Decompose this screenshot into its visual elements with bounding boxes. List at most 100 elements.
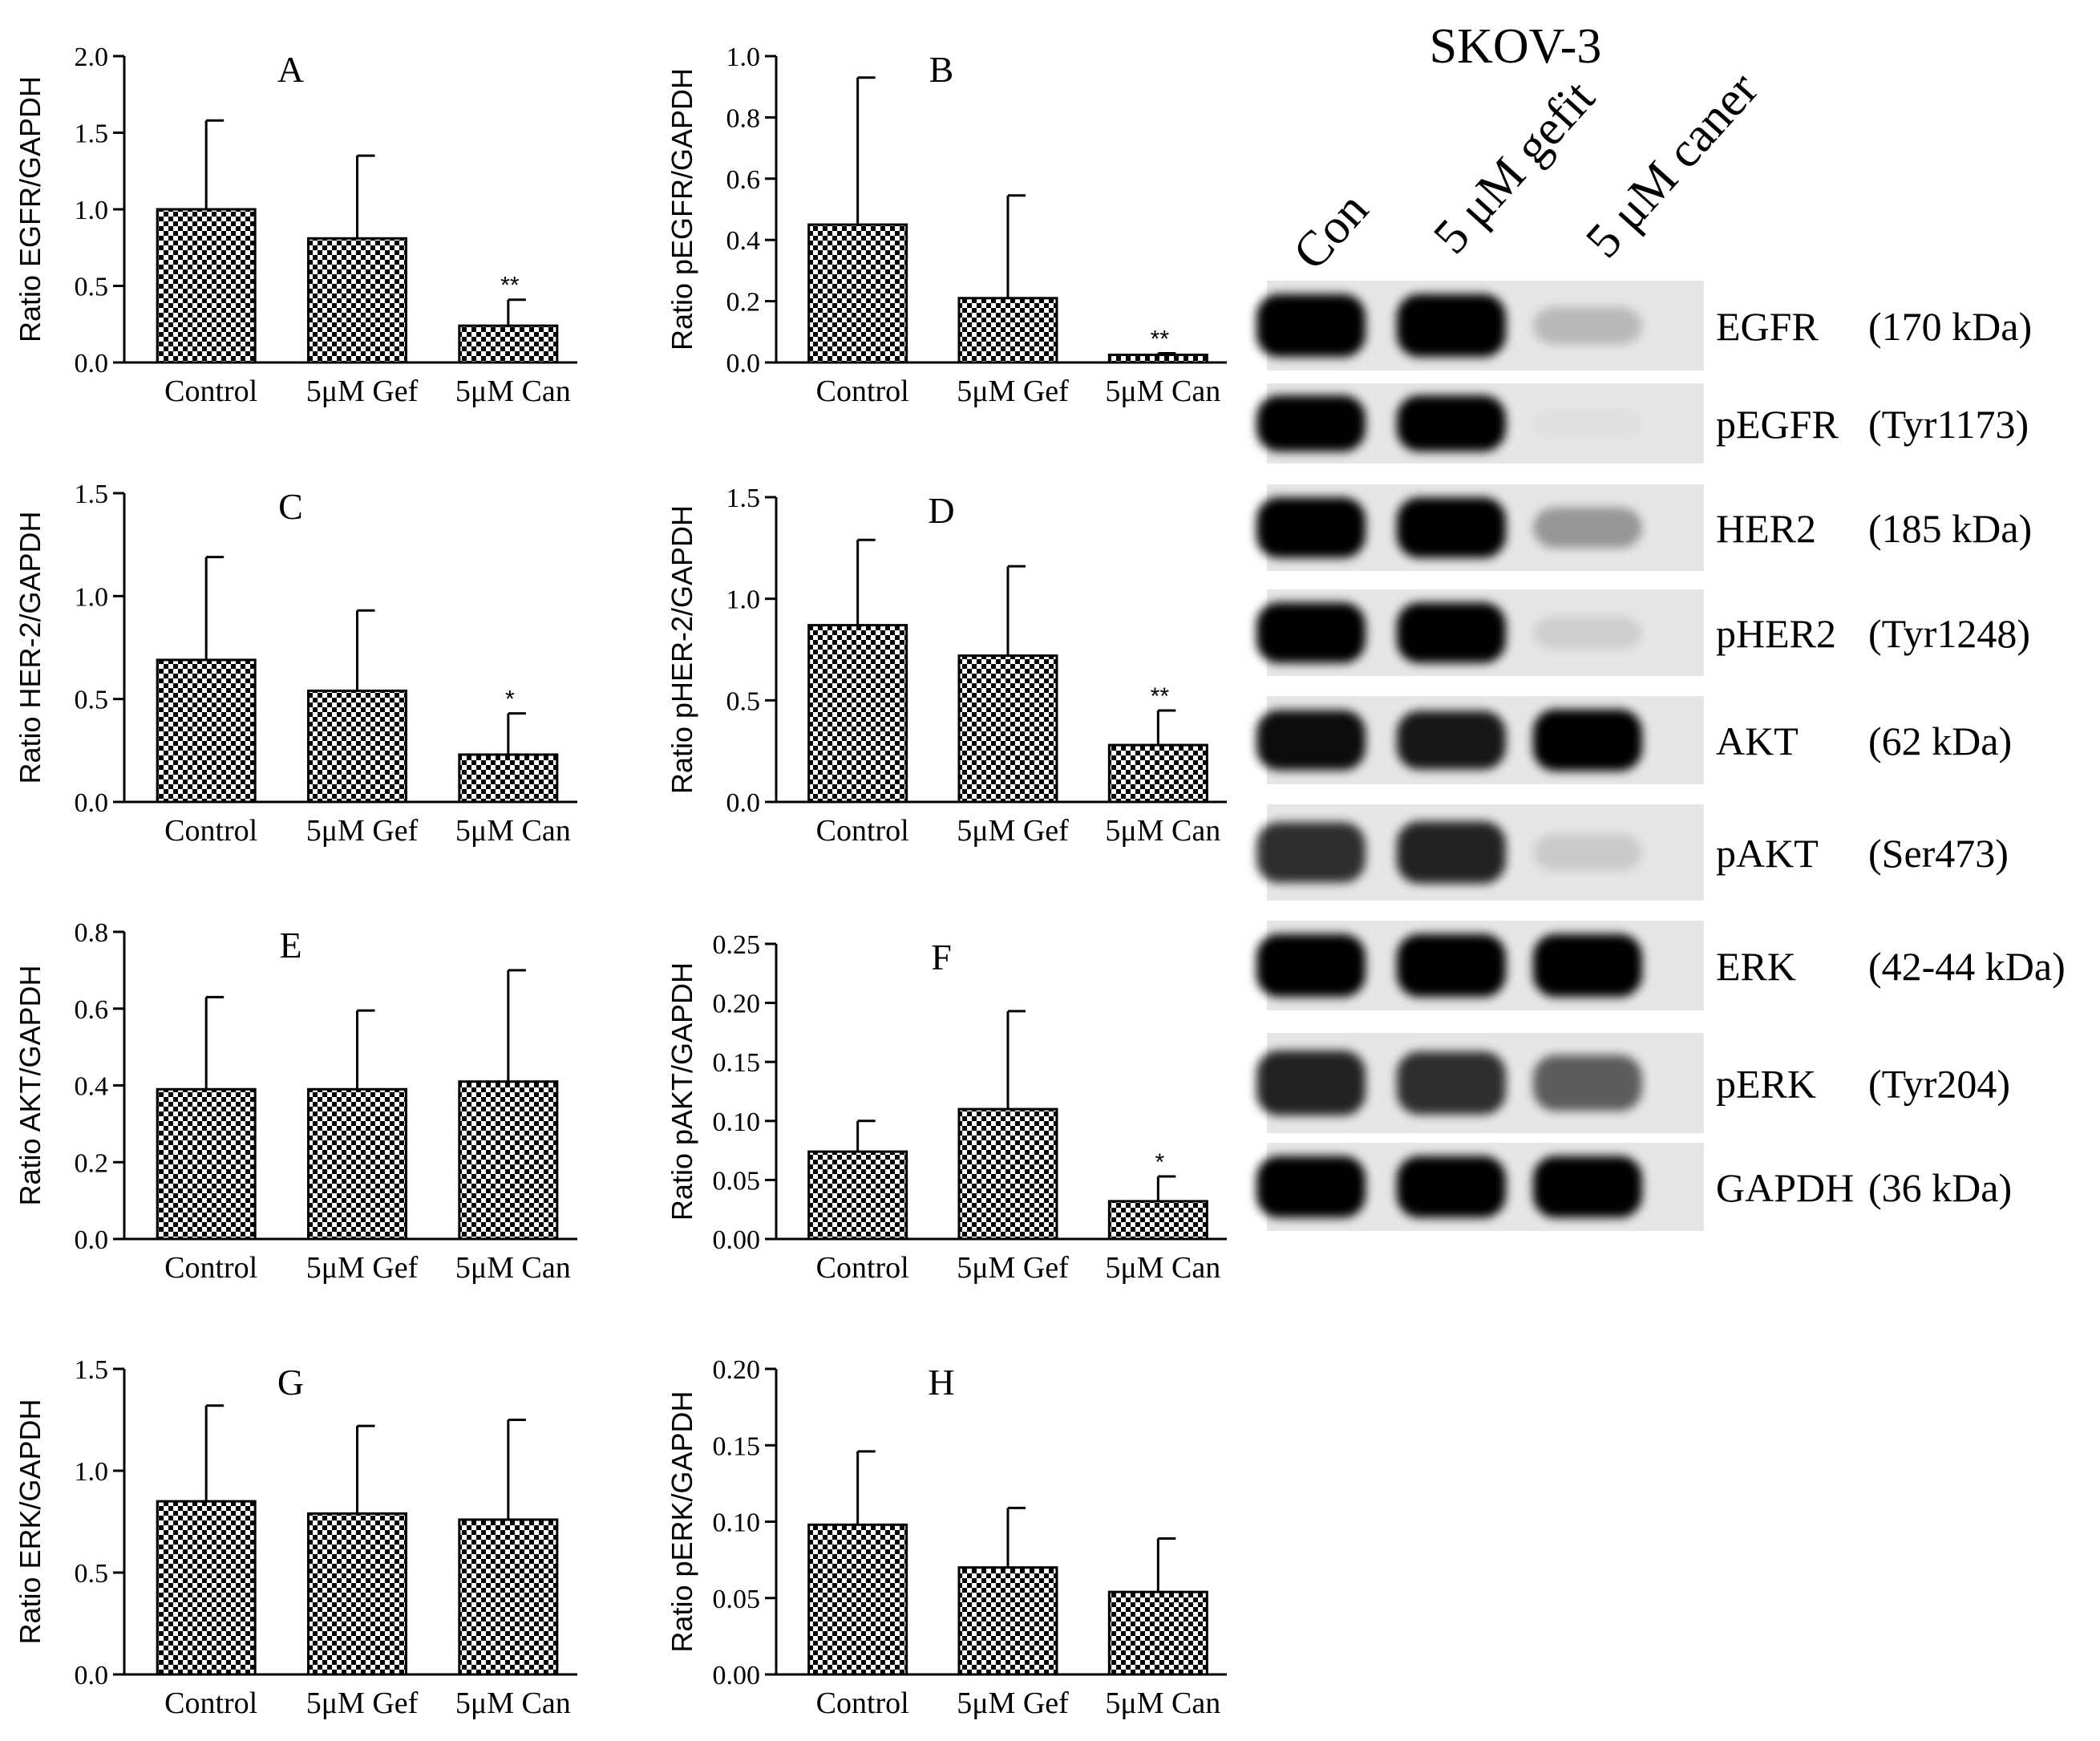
- y-tick-label: 0.6: [726, 165, 761, 195]
- y-tick-label: 1.0: [75, 1457, 109, 1487]
- bar-1: [307, 1087, 407, 1241]
- blot-band: [1533, 1055, 1642, 1111]
- panel-letter: H: [928, 1362, 954, 1403]
- x-tick-label: Control: [816, 1686, 909, 1720]
- y-tick-label: 0.5: [75, 686, 109, 715]
- blot-band: [1256, 933, 1366, 998]
- blot-band: [1533, 933, 1642, 998]
- x-tick-label: 5μM Gef: [306, 375, 419, 408]
- chart-panel-h: 0.00 0.05 0.10 0.15 0.20 Ratio pERK/GAPDH H Con…: [666, 1355, 1227, 1720]
- y-tick-label: 0.0: [726, 349, 761, 379]
- blot-title: SKOV-3: [1430, 19, 1602, 74]
- y-tick-label: 0.5: [726, 686, 761, 716]
- band-size: (Tyr1248): [1868, 611, 2030, 656]
- bar-1: [957, 1107, 1058, 1241]
- blot-band: [1397, 602, 1506, 663]
- blot-band: [1397, 395, 1506, 451]
- panel-letter: E: [279, 925, 301, 966]
- band-size: (36 kDa): [1868, 1165, 2012, 1210]
- y-tick-label: 2.0: [75, 43, 109, 72]
- blot-band: [1397, 294, 1506, 358]
- y-axis-title: Ratio AKT/GAPDH: [14, 965, 47, 1205]
- band-name: AKT: [1716, 719, 1799, 763]
- blot-band: [1397, 933, 1506, 998]
- chart-panel-f: 0.00 0.05 0.10 0.15 0.20 0.25 Ratio pAKT/GAPDH…: [666, 930, 1227, 1285]
- y-tick-label: 1.0: [726, 585, 761, 615]
- x-tick-label: Control: [816, 814, 909, 848]
- x-tick-label: 5μM Can: [1105, 375, 1220, 408]
- blot-band: [1256, 497, 1366, 558]
- blot-band: [1397, 711, 1506, 770]
- chart-panel-g: 0.0 0.5 1.0 1.5 Ratio ERK/GAPDH G Control 5μM G…: [14, 1355, 577, 1720]
- blot-strip-erk: ERK (42-44 kDa): [1256, 921, 2066, 1010]
- blot-band: [1397, 1156, 1506, 1218]
- bar-0: [807, 223, 908, 364]
- bar-0: [156, 208, 257, 364]
- bar-2: [458, 1518, 559, 1676]
- y-tick-label: 1.5: [75, 119, 109, 149]
- y-tick-label: 0.25: [713, 930, 761, 960]
- x-tick-label: Control: [816, 1251, 909, 1285]
- bar-0: [156, 1087, 257, 1241]
- blot-strip-gapdh: GAPDH (36 kDa): [1256, 1143, 2012, 1231]
- blot-strip-akt: AKT (62 kDa): [1256, 696, 2012, 784]
- blot-strip-pakt: pAKT (Ser473): [1256, 804, 2009, 901]
- bar-2: [1107, 1200, 1208, 1241]
- y-tick-label: 0.05: [713, 1166, 761, 1196]
- x-tick-label: Control: [164, 1251, 257, 1285]
- bar-1: [957, 1566, 1058, 1676]
- lane-label-2: 5 μM caner: [1576, 62, 1769, 268]
- blot-strip-perk: pERK (Tyr204): [1256, 1033, 2010, 1133]
- blot-strip-pher2: pHER2 (Tyr1248): [1256, 589, 2030, 676]
- x-tick-label: 5μM Gef: [306, 1251, 419, 1285]
- x-tick-label: 5μM Can: [455, 1686, 571, 1720]
- panel-letter: F: [931, 937, 952, 978]
- x-tick-label: 5μM Gef: [957, 814, 1069, 848]
- chart-panel-a: 0.0 0.5 1.0 1.5 2.0 Ratio EGFR/GAPDH A Control 5…: [14, 43, 577, 408]
- significance-mark: *: [505, 686, 515, 713]
- y-tick-label: 0.4: [75, 1072, 109, 1102]
- y-tick-label: 0.20: [713, 990, 761, 1019]
- bar-2: [458, 1080, 559, 1241]
- y-tick-label: 0.10: [713, 1107, 761, 1137]
- blot-band: [1533, 409, 1642, 438]
- chart-panel-b: 0.0 0.2 0.4 0.6 0.8 1.0 Ratio pEGFR/GAPDH B Cont…: [666, 43, 1227, 408]
- blot-band: [1397, 821, 1506, 884]
- y-tick-label: 1.0: [75, 196, 109, 225]
- significance-mark: **: [500, 273, 520, 299]
- blot-band: [1256, 822, 1366, 883]
- y-tick-label: 0.00: [713, 1661, 761, 1690]
- band-size: (170 kDa): [1868, 304, 2032, 349]
- panel-letter: B: [929, 49, 954, 90]
- band-name: HER2: [1716, 506, 1816, 551]
- y-axis-title: Ratio pEGFR/GAPDH: [666, 68, 698, 350]
- band-size: (Ser473): [1868, 831, 2009, 876]
- blot-band: [1256, 602, 1366, 663]
- y-tick-label: 1.0: [75, 582, 109, 612]
- band-name: EGFR: [1716, 304, 1819, 349]
- bar-2: [1107, 743, 1208, 804]
- y-tick-label: 0.00: [713, 1225, 761, 1255]
- x-tick-label: 5μM Can: [455, 1251, 571, 1285]
- blot-band: [1533, 507, 1642, 549]
- x-tick-label: 5μM Can: [1105, 814, 1220, 848]
- bar-1: [957, 297, 1058, 364]
- lane-label-1: 5 μM gefit: [1423, 71, 1605, 265]
- bar-0: [156, 1500, 257, 1676]
- y-tick-label: 0.15: [713, 1431, 761, 1461]
- x-tick-label: Control: [164, 375, 257, 408]
- blot-band: [1533, 306, 1642, 345]
- bar-1: [307, 689, 407, 804]
- y-tick-label: 0.0: [726, 788, 761, 818]
- band-size: (Tyr204): [1868, 1062, 2010, 1107]
- band-size: (62 kDa): [1868, 719, 2012, 763]
- blot-band: [1533, 709, 1642, 771]
- significance-mark: **: [1151, 683, 1170, 710]
- x-tick-label: Control: [164, 814, 257, 848]
- x-tick-label: Control: [164, 1686, 257, 1720]
- x-tick-label: 5μM Gef: [957, 1686, 1069, 1720]
- blot-band: [1533, 616, 1642, 650]
- y-axis-title: Ratio ERK/GAPDH: [14, 1399, 47, 1644]
- y-tick-label: 1.5: [75, 480, 109, 509]
